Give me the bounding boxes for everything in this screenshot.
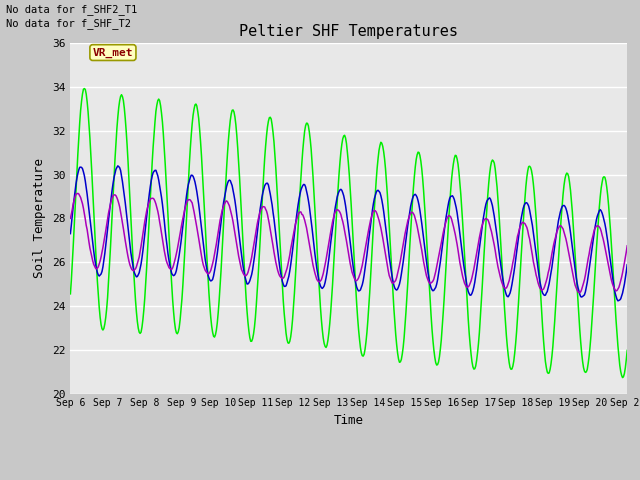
Title: Peltier SHF Temperatures: Peltier SHF Temperatures	[239, 24, 458, 39]
X-axis label: Time: Time	[334, 414, 364, 427]
Text: No data for f_SHF2_T1: No data for f_SHF2_T1	[6, 4, 138, 15]
Text: VR_met: VR_met	[93, 48, 133, 58]
Text: No data for f_SHF_T2: No data for f_SHF_T2	[6, 18, 131, 29]
Y-axis label: Soil Temperature: Soil Temperature	[33, 158, 47, 278]
